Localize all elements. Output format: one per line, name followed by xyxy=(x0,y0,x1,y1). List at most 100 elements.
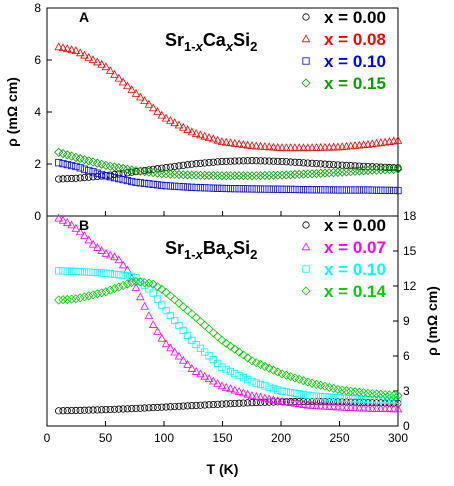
data-point xyxy=(230,138,240,147)
data-point xyxy=(97,59,106,68)
legend-label: x = 0.07 xyxy=(324,238,386,257)
data-point xyxy=(171,402,179,411)
data-point xyxy=(320,142,330,151)
data-point xyxy=(196,369,205,378)
data-point xyxy=(127,277,137,287)
data-point xyxy=(360,186,368,194)
data-point xyxy=(307,378,317,388)
data-point xyxy=(264,363,274,373)
data-point xyxy=(63,161,71,169)
data-point xyxy=(140,179,149,187)
data-point xyxy=(153,403,162,412)
data-point xyxy=(380,404,390,413)
series-A-1 xyxy=(54,42,403,152)
data-point xyxy=(389,390,399,400)
data-point xyxy=(316,380,326,390)
data-point xyxy=(170,347,179,356)
data-point xyxy=(179,161,187,169)
data-point xyxy=(114,73,124,82)
legend-label: x = 0.08 xyxy=(324,30,386,49)
data-point xyxy=(79,155,90,165)
data-point xyxy=(260,361,270,371)
data-point xyxy=(205,158,213,167)
data-point xyxy=(244,376,252,384)
data-point xyxy=(226,138,235,147)
y-tick-label: 18 xyxy=(403,209,417,223)
data-point xyxy=(248,185,256,193)
data-point xyxy=(342,186,351,194)
data-point xyxy=(244,185,252,193)
x-axis-label: T (K) xyxy=(207,461,239,477)
data-point xyxy=(359,140,368,149)
data-point xyxy=(351,162,359,170)
data-point xyxy=(261,382,269,390)
data-point xyxy=(308,159,316,167)
data-point xyxy=(58,295,68,305)
data-point xyxy=(153,165,162,173)
data-point xyxy=(157,284,167,294)
data-point xyxy=(367,165,377,175)
data-point xyxy=(299,186,308,194)
data-point xyxy=(115,271,123,279)
data-point xyxy=(333,167,343,177)
data-point xyxy=(67,174,76,183)
data-point xyxy=(132,274,140,282)
data-point xyxy=(277,143,287,152)
data-point xyxy=(278,185,286,193)
data-point xyxy=(377,186,385,194)
data-point xyxy=(54,147,64,157)
data-point xyxy=(75,293,85,303)
data-point xyxy=(148,320,158,328)
data-point xyxy=(179,402,187,410)
data-point xyxy=(200,371,210,380)
data-point xyxy=(221,171,231,181)
data-point xyxy=(209,376,218,385)
data-point xyxy=(76,406,84,414)
data-point xyxy=(166,182,174,190)
data-point xyxy=(209,158,217,166)
data-point xyxy=(256,398,265,406)
data-point xyxy=(140,96,149,105)
data-point xyxy=(286,143,295,152)
data-point xyxy=(72,406,80,415)
data-point xyxy=(200,320,210,330)
data-point xyxy=(325,160,333,169)
data-point xyxy=(153,295,162,303)
data-point xyxy=(84,156,94,166)
data-point xyxy=(214,158,222,166)
data-point xyxy=(204,170,214,181)
data-point xyxy=(307,169,317,179)
data-point xyxy=(157,110,167,119)
data-point xyxy=(273,367,283,377)
data-point xyxy=(235,157,243,165)
data-point xyxy=(364,162,372,171)
data-point xyxy=(59,160,67,168)
data-point xyxy=(295,185,303,194)
data-point xyxy=(187,170,197,180)
data-point xyxy=(311,379,321,389)
data-point xyxy=(58,149,68,159)
data-point xyxy=(235,399,243,407)
data-point xyxy=(291,389,299,397)
data-point xyxy=(84,291,94,301)
data-point xyxy=(209,134,218,143)
data-point xyxy=(247,171,257,181)
data-point xyxy=(355,403,364,412)
data-point xyxy=(105,66,115,74)
data-point xyxy=(188,336,196,344)
data-point xyxy=(265,157,273,165)
data-point xyxy=(337,167,347,177)
data-point xyxy=(166,115,175,124)
data-point xyxy=(239,157,247,165)
data-point xyxy=(63,175,71,183)
data-point xyxy=(123,272,132,280)
data-point xyxy=(287,158,295,166)
data-point xyxy=(231,185,239,193)
data-point xyxy=(217,137,227,145)
data-point xyxy=(299,400,308,408)
x-tick-label: 250 xyxy=(329,431,349,445)
data-point xyxy=(209,356,217,364)
series-B-3 xyxy=(54,276,403,401)
data-point xyxy=(251,358,261,368)
data-point xyxy=(287,388,295,397)
